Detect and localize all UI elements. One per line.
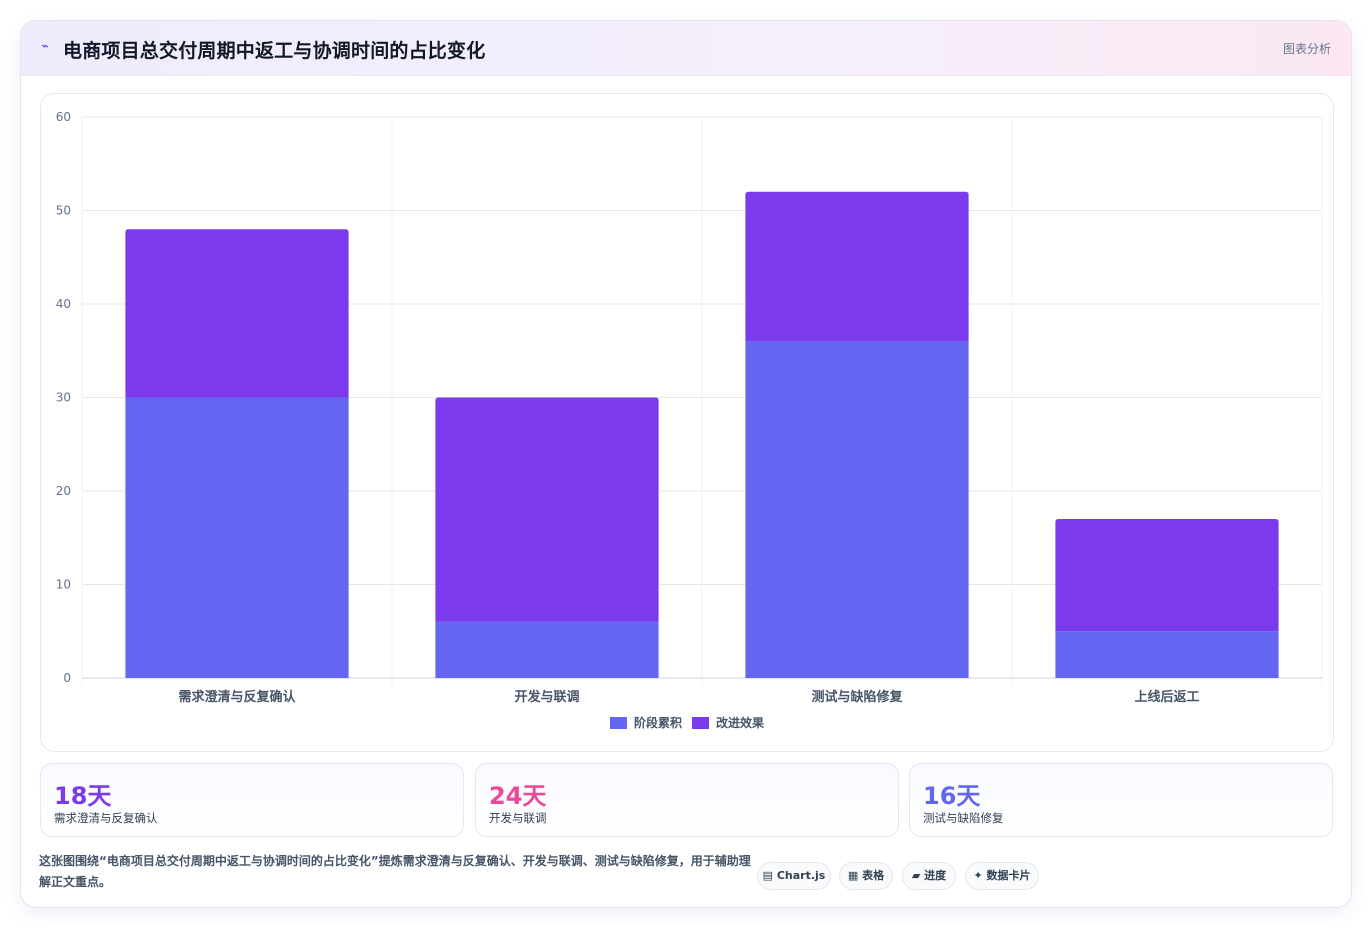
legend-label: 阶段累积: [634, 715, 682, 730]
legend-swatch: [610, 717, 627, 729]
chart-analysis-tag: 图表分析: [1282, 42, 1331, 56]
bar-stage-cumulative: [125, 397, 349, 678]
stat-card-2: 24天 开发与联调: [475, 763, 899, 837]
stat-value-3: 16天: [923, 782, 981, 810]
y-tick-label: 50: [56, 204, 71, 218]
stat-label-3: 测试与缺陷修复: [923, 811, 1004, 825]
bar-improvement-effect: [125, 229, 349, 398]
y-tick-label: 10: [56, 578, 71, 592]
bar-stage-cumulative: [1055, 631, 1279, 678]
bar-improvement-effect: [745, 191, 969, 342]
chip-data-card[interactable]: ✦ 数据卡片: [965, 862, 1039, 890]
y-tick-label: 0: [63, 671, 71, 685]
chip-progress[interactable]: ▰ 进度: [902, 862, 956, 890]
y-tick-label: 20: [56, 484, 71, 498]
stacked-bar-chart: 0 10 20 30 40 50 60 需求澄清与反复确认 开发与联调 测试与缺陷修复 上线后返工阶…: [56, 110, 1323, 730]
chip-table[interactable]: ▦ 表格: [839, 862, 893, 890]
stat-label-2: 开发与联调: [489, 811, 547, 825]
legend-swatch: [692, 717, 709, 729]
x-tick-label: 开发与联调: [514, 689, 579, 705]
chip-chartjs[interactable]: ▤ Chart.js: [757, 862, 831, 890]
card-title: 电商项目总交付周期中返工与协调时间的占比变化: [63, 40, 486, 62]
bar-improvement-effect: [1055, 519, 1279, 632]
chart-line-icon: ⌁: [41, 39, 49, 54]
legend-label: 改进效果: [716, 715, 764, 730]
chart-card: ⌁ 电商项目总交付周期中返工与协调时间的占比变化 图表分析 0 10 20 30 40 5…: [20, 20, 1352, 908]
x-tick-label: 上线后返工: [1134, 689, 1199, 705]
y-tick-label: 60: [56, 110, 71, 124]
x-tick-label: 需求澄清与反复确认: [178, 689, 296, 705]
card-header: ⌁ 电商项目总交付周期中返工与协调时间的占比变化 图表分析: [21, 21, 1351, 76]
stat-label-1: 需求澄清与反复确认: [54, 811, 158, 825]
y-tick-label: 40: [56, 297, 71, 311]
stat-value-2: 24天: [489, 782, 547, 810]
chart-description: 这张图围绕“电商项目总交付周期中返工与协调时间的占比变化”提炼需求澄清与反复确认…: [39, 854, 751, 889]
chart-panel: 0 10 20 30 40 50 60 需求澄清与反复确认 开发与联调 测试与缺陷修复 上线后返工阶…: [40, 93, 1334, 752]
stat-card-1: 18天 需求澄清与反复确认: [40, 763, 464, 837]
bar-improvement-effect: [435, 397, 659, 622]
stat-card-3: 16天 测试与缺陷修复: [909, 763, 1333, 837]
x-tick-label: 测试与缺陷修复: [811, 689, 903, 705]
stat-value-1: 18天: [54, 782, 112, 810]
bar-stage-cumulative: [435, 621, 659, 678]
bar-stage-cumulative: [745, 341, 969, 678]
y-tick-label: 30: [56, 391, 71, 405]
